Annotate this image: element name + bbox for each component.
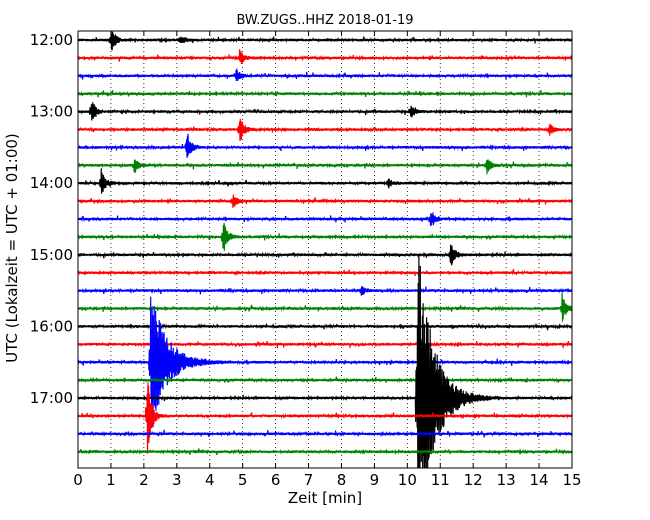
traces [77, 31, 573, 469]
trace-row-20 [77, 253, 573, 469]
trace-row-5 [77, 118, 573, 141]
trace-row-10 [77, 212, 573, 226]
y-tick-label: 16:00 [30, 317, 73, 335]
y-axis-label: UTC (Lokalzeit = UTC + 01:00) [3, 133, 21, 363]
trace-row-19 [77, 376, 573, 384]
x-tick-label: 4 [205, 471, 215, 489]
x-tick-label: 7 [304, 471, 314, 489]
trace-row-14 [77, 286, 573, 296]
y-axis: 12:00 13:00 14:00 15:00 16:00 17:00 [30, 31, 572, 407]
trace-row-8 [77, 168, 573, 194]
chart-title: BW.ZUGS..HHZ 2018-01-19 [236, 13, 413, 28]
y-tick-label: 15:00 [30, 246, 73, 264]
x-tick-label: 9 [370, 471, 380, 489]
x-tick-label: 3 [172, 471, 182, 489]
x-tick-label: 11 [431, 471, 450, 489]
trace-row-22 [77, 429, 573, 438]
y-tick-label: 14:00 [30, 174, 73, 192]
plot-frame [77, 30, 573, 469]
x-axis: 0 1 2 3 4 5 6 7 8 9 10 11 12 13 14 15 [73, 31, 582, 489]
x-tick-label: 8 [337, 471, 347, 489]
y-tick-label: 13:00 [30, 103, 73, 121]
trace-row-21 [77, 382, 573, 454]
trace-row-2 [77, 68, 573, 82]
trace-row-6 [77, 133, 573, 158]
x-tick-label: 1 [106, 471, 116, 489]
x-tick-label: 13 [497, 471, 516, 489]
trace-row-13 [77, 269, 573, 277]
x-tick-label: 15 [562, 471, 581, 489]
trace-row-9 [77, 194, 573, 208]
trace-row-12 [77, 244, 573, 266]
trace-row-11 [77, 222, 573, 251]
x-tick-label: 2 [139, 471, 149, 489]
trace-row-1 [77, 49, 573, 65]
x-tick-label: 6 [271, 471, 281, 489]
x-tick-label: 10 [398, 471, 417, 489]
trace-row-7 [77, 159, 573, 175]
trace-row-18 [77, 296, 573, 429]
x-tick-label: 12 [464, 471, 483, 489]
y-tick-label: 17:00 [30, 389, 73, 407]
trace-row-3 [77, 90, 573, 98]
trace-row-4 [77, 102, 573, 121]
x-tick-label: 0 [73, 471, 83, 489]
trace-row-0 [77, 31, 573, 51]
x-tick-label: 14 [530, 471, 549, 489]
x-axis-label: Zeit [min] [288, 489, 362, 507]
x-tick-label: 5 [238, 471, 248, 489]
y-tick-label: 12:00 [30, 31, 73, 49]
trace-row-15 [77, 292, 573, 322]
trace-row-23 [77, 448, 573, 456]
